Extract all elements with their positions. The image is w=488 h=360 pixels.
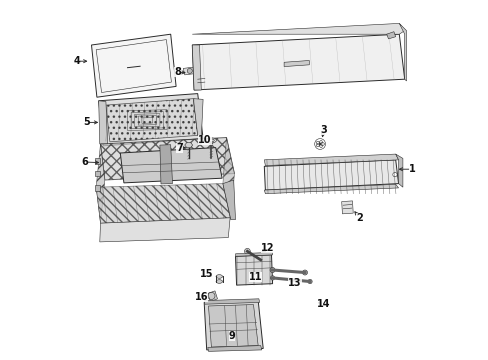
Text: 9: 9 <box>228 330 235 341</box>
Ellipse shape <box>216 280 222 283</box>
Polygon shape <box>264 160 398 190</box>
Polygon shape <box>192 23 404 34</box>
Circle shape <box>187 68 192 73</box>
Text: 12: 12 <box>261 243 274 253</box>
Polygon shape <box>284 60 309 67</box>
Text: 14: 14 <box>316 299 330 309</box>
Text: 5: 5 <box>83 117 90 127</box>
Polygon shape <box>235 255 272 285</box>
Polygon shape <box>91 34 176 97</box>
Circle shape <box>269 267 275 273</box>
Text: 8: 8 <box>174 67 181 77</box>
Polygon shape <box>192 45 201 90</box>
Polygon shape <box>204 299 259 304</box>
Polygon shape <box>96 144 104 223</box>
Text: 2: 2 <box>356 213 362 223</box>
Polygon shape <box>192 34 404 90</box>
Polygon shape <box>183 67 196 75</box>
Polygon shape <box>395 154 402 187</box>
Polygon shape <box>101 138 234 180</box>
Polygon shape <box>120 148 222 183</box>
Text: 13: 13 <box>287 278 301 288</box>
Polygon shape <box>96 184 230 223</box>
Polygon shape <box>264 154 398 166</box>
Circle shape <box>257 257 263 263</box>
Polygon shape <box>223 138 234 220</box>
Text: 11: 11 <box>248 272 262 282</box>
Polygon shape <box>95 171 101 176</box>
Text: 1: 1 <box>407 164 414 174</box>
Polygon shape <box>193 99 203 139</box>
Circle shape <box>307 279 311 284</box>
Ellipse shape <box>206 138 216 143</box>
Text: 3: 3 <box>320 125 326 135</box>
Text: 6: 6 <box>81 157 87 167</box>
Polygon shape <box>207 346 261 351</box>
Ellipse shape <box>208 139 214 142</box>
Text: 15: 15 <box>200 269 213 279</box>
Polygon shape <box>204 301 263 350</box>
Polygon shape <box>399 23 406 81</box>
Polygon shape <box>235 252 272 256</box>
Polygon shape <box>99 94 203 146</box>
Polygon shape <box>386 32 395 39</box>
Polygon shape <box>184 143 192 148</box>
Text: 10: 10 <box>198 135 211 145</box>
Ellipse shape <box>216 275 222 278</box>
Polygon shape <box>106 99 197 142</box>
Polygon shape <box>207 291 217 302</box>
Circle shape <box>270 276 274 280</box>
Polygon shape <box>341 201 352 214</box>
Circle shape <box>302 270 307 275</box>
Text: 16: 16 <box>194 292 207 302</box>
Circle shape <box>244 248 250 254</box>
Polygon shape <box>95 158 101 164</box>
Polygon shape <box>95 185 101 191</box>
Polygon shape <box>160 145 172 184</box>
Polygon shape <box>264 184 398 194</box>
Polygon shape <box>208 305 258 347</box>
Polygon shape <box>99 101 107 144</box>
Text: 7: 7 <box>176 143 183 153</box>
Polygon shape <box>100 218 230 242</box>
Text: 4: 4 <box>74 56 81 66</box>
Polygon shape <box>223 180 235 220</box>
Circle shape <box>392 172 396 177</box>
